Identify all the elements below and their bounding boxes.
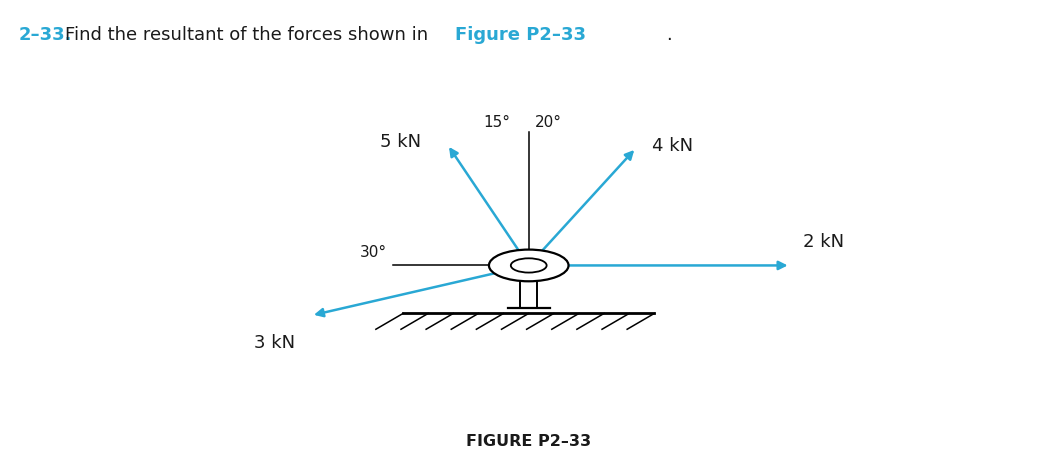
Text: 3 kN: 3 kN [254,334,295,352]
Text: 15°: 15° [483,115,510,130]
Circle shape [489,250,569,281]
Text: 2–33.: 2–33. [19,26,72,44]
Text: FIGURE P2–33: FIGURE P2–33 [466,434,592,449]
Text: .: . [666,26,671,44]
Text: 20°: 20° [535,115,562,130]
Text: Find the resultant of the forces shown in: Find the resultant of the forces shown i… [65,26,433,44]
Text: 4 kN: 4 kN [652,137,693,155]
Text: 2 kN: 2 kN [803,234,844,252]
Text: 30°: 30° [360,246,387,260]
Text: Figure P2–33: Figure P2–33 [455,26,586,44]
Text: 5 kN: 5 kN [380,134,421,152]
